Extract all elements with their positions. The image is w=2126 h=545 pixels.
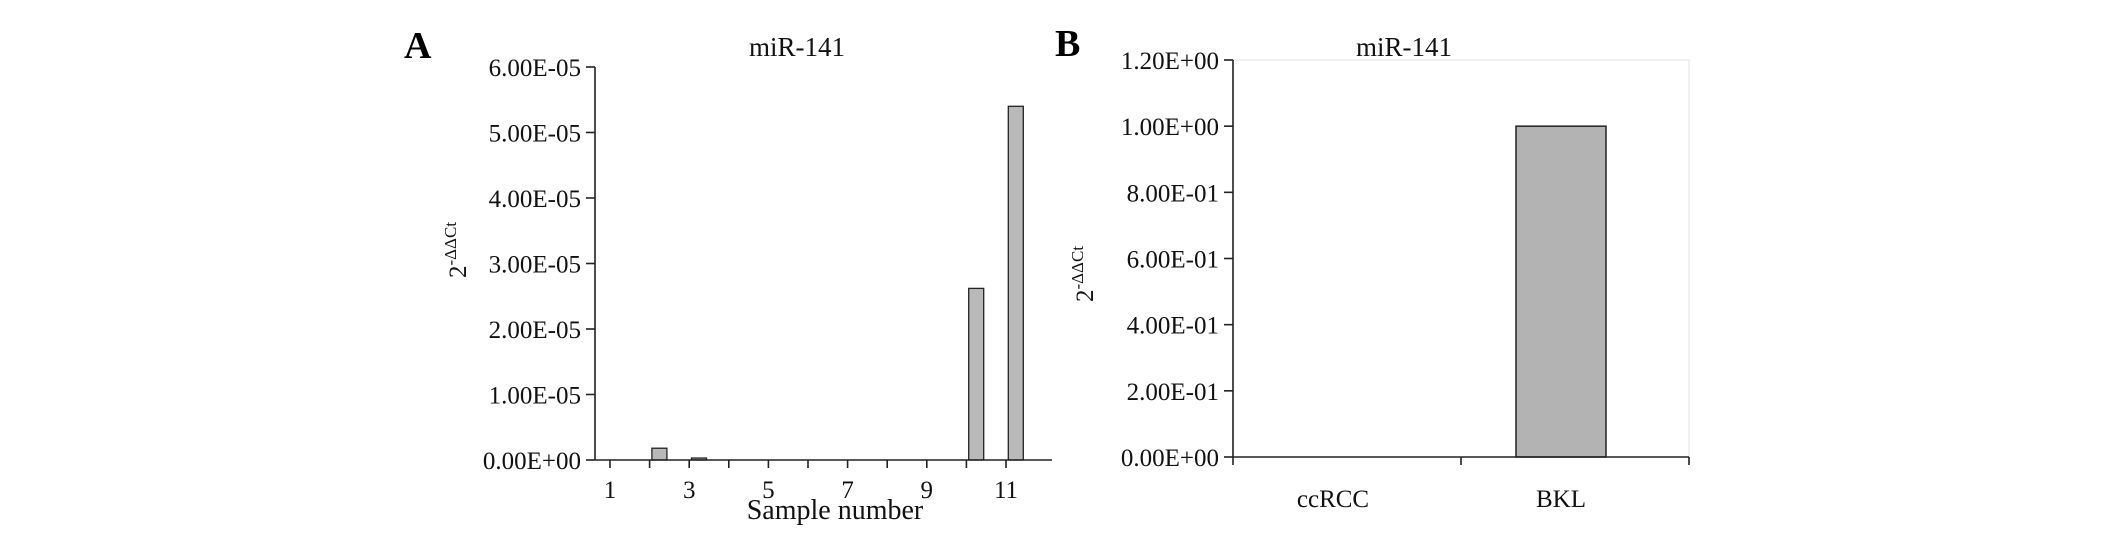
panel-b-x-tick-label: ccRCC bbox=[1297, 486, 1369, 513]
panel-a-letter: A bbox=[404, 25, 432, 67]
panel-a-y-tick-label: 6.00E-05 bbox=[489, 55, 581, 82]
panel-b-letter: B bbox=[1055, 23, 1080, 65]
panel-b-y-tick-label: 0.00E+00 bbox=[1121, 445, 1219, 472]
panel-a-y-tick-label: 0.00E+00 bbox=[483, 448, 581, 475]
panel-a-y-tick-label: 5.00E-05 bbox=[489, 121, 581, 148]
panel-a-bars bbox=[651, 105, 1024, 461]
panel-a-x-tick-label: 11 bbox=[994, 477, 1018, 504]
panel-a-x-tick-label: 1 bbox=[604, 477, 617, 504]
panel-b-y-ticks: 0.00E+00 2.00E-01 4.00E-01 6.00E-01 8.00E-01… bbox=[1121, 48, 1233, 472]
panel-b-y-tick-label: 4.00E-01 bbox=[1127, 313, 1219, 340]
panel-b-x-tick-label: BKL bbox=[1536, 486, 1586, 513]
panel-b-y-tick-label: 1.00E+00 bbox=[1121, 114, 1219, 141]
panel-b-plot-frame bbox=[1232, 59, 1690, 458]
panel-b-title: miR-141 bbox=[1356, 32, 1452, 62]
panel-a-y-tick-label: 2.00E-05 bbox=[489, 317, 581, 344]
panel-b-y-axis-label-exponent: -ΔΔCt bbox=[1068, 246, 1087, 290]
panel-b-bar bbox=[1515, 125, 1607, 458]
panel-b-y-axis-label: 2-ΔΔCt bbox=[1068, 246, 1099, 302]
panel-a-x-tick-label: 7 bbox=[841, 477, 854, 504]
panel-b-x-ticks: ccRCC BKL bbox=[1232, 457, 1690, 513]
panel-b-y-tick-label: 1.20E+00 bbox=[1121, 48, 1219, 75]
panel-a-x-ticks: 1 3 5 7 9 11 bbox=[604, 460, 1018, 504]
panel-a-y-tick-label: 4.00E-05 bbox=[489, 186, 581, 213]
panel-a: A miR-141 2-ΔΔCt 0.00E+00 1.00E-05 2.00E-0… bbox=[404, 25, 1052, 526]
panel-b: B miR-141 2-ΔΔCt 0.00E+00 2.00E-01 4.00E-0… bbox=[1055, 23, 1690, 513]
panel-a-title: miR-141 bbox=[749, 32, 845, 62]
panel-a-x-tick-label: 3 bbox=[683, 477, 696, 504]
panel-b-y-axis-label-base: 2 bbox=[1072, 290, 1099, 303]
panel-a-y-ticks: 0.00E+00 1.00E-05 2.00E-05 3.00E-05 4.00E-05… bbox=[483, 55, 595, 475]
panel-a-y-tick-label: 3.00E-05 bbox=[489, 252, 581, 279]
panel-b-y-tick-label: 2.00E-01 bbox=[1127, 379, 1219, 406]
panel-a-y-axis-label: 2-ΔΔCt bbox=[441, 222, 472, 278]
panel-a-x-axis-label: Sample number bbox=[747, 495, 924, 526]
panel-a-x-tick-label: 9 bbox=[921, 477, 934, 504]
panel-a-bar bbox=[1007, 105, 1024, 461]
panel-b-y-tick-label: 6.00E-01 bbox=[1127, 247, 1219, 274]
panel-a-y-axis-label-exponent: -ΔΔCt bbox=[441, 222, 460, 266]
panel-b-y-tick-label: 8.00E-01 bbox=[1127, 180, 1219, 207]
panel-a-bar bbox=[651, 447, 668, 461]
panel-b-bars bbox=[1515, 125, 1607, 458]
panel-a-y-tick-label: 1.00E-05 bbox=[489, 383, 581, 410]
panel-a-bar bbox=[968, 287, 985, 461]
panel-a-x-tick-label: 5 bbox=[762, 477, 775, 504]
panel-a-y-axis-label-base: 2 bbox=[445, 266, 472, 279]
